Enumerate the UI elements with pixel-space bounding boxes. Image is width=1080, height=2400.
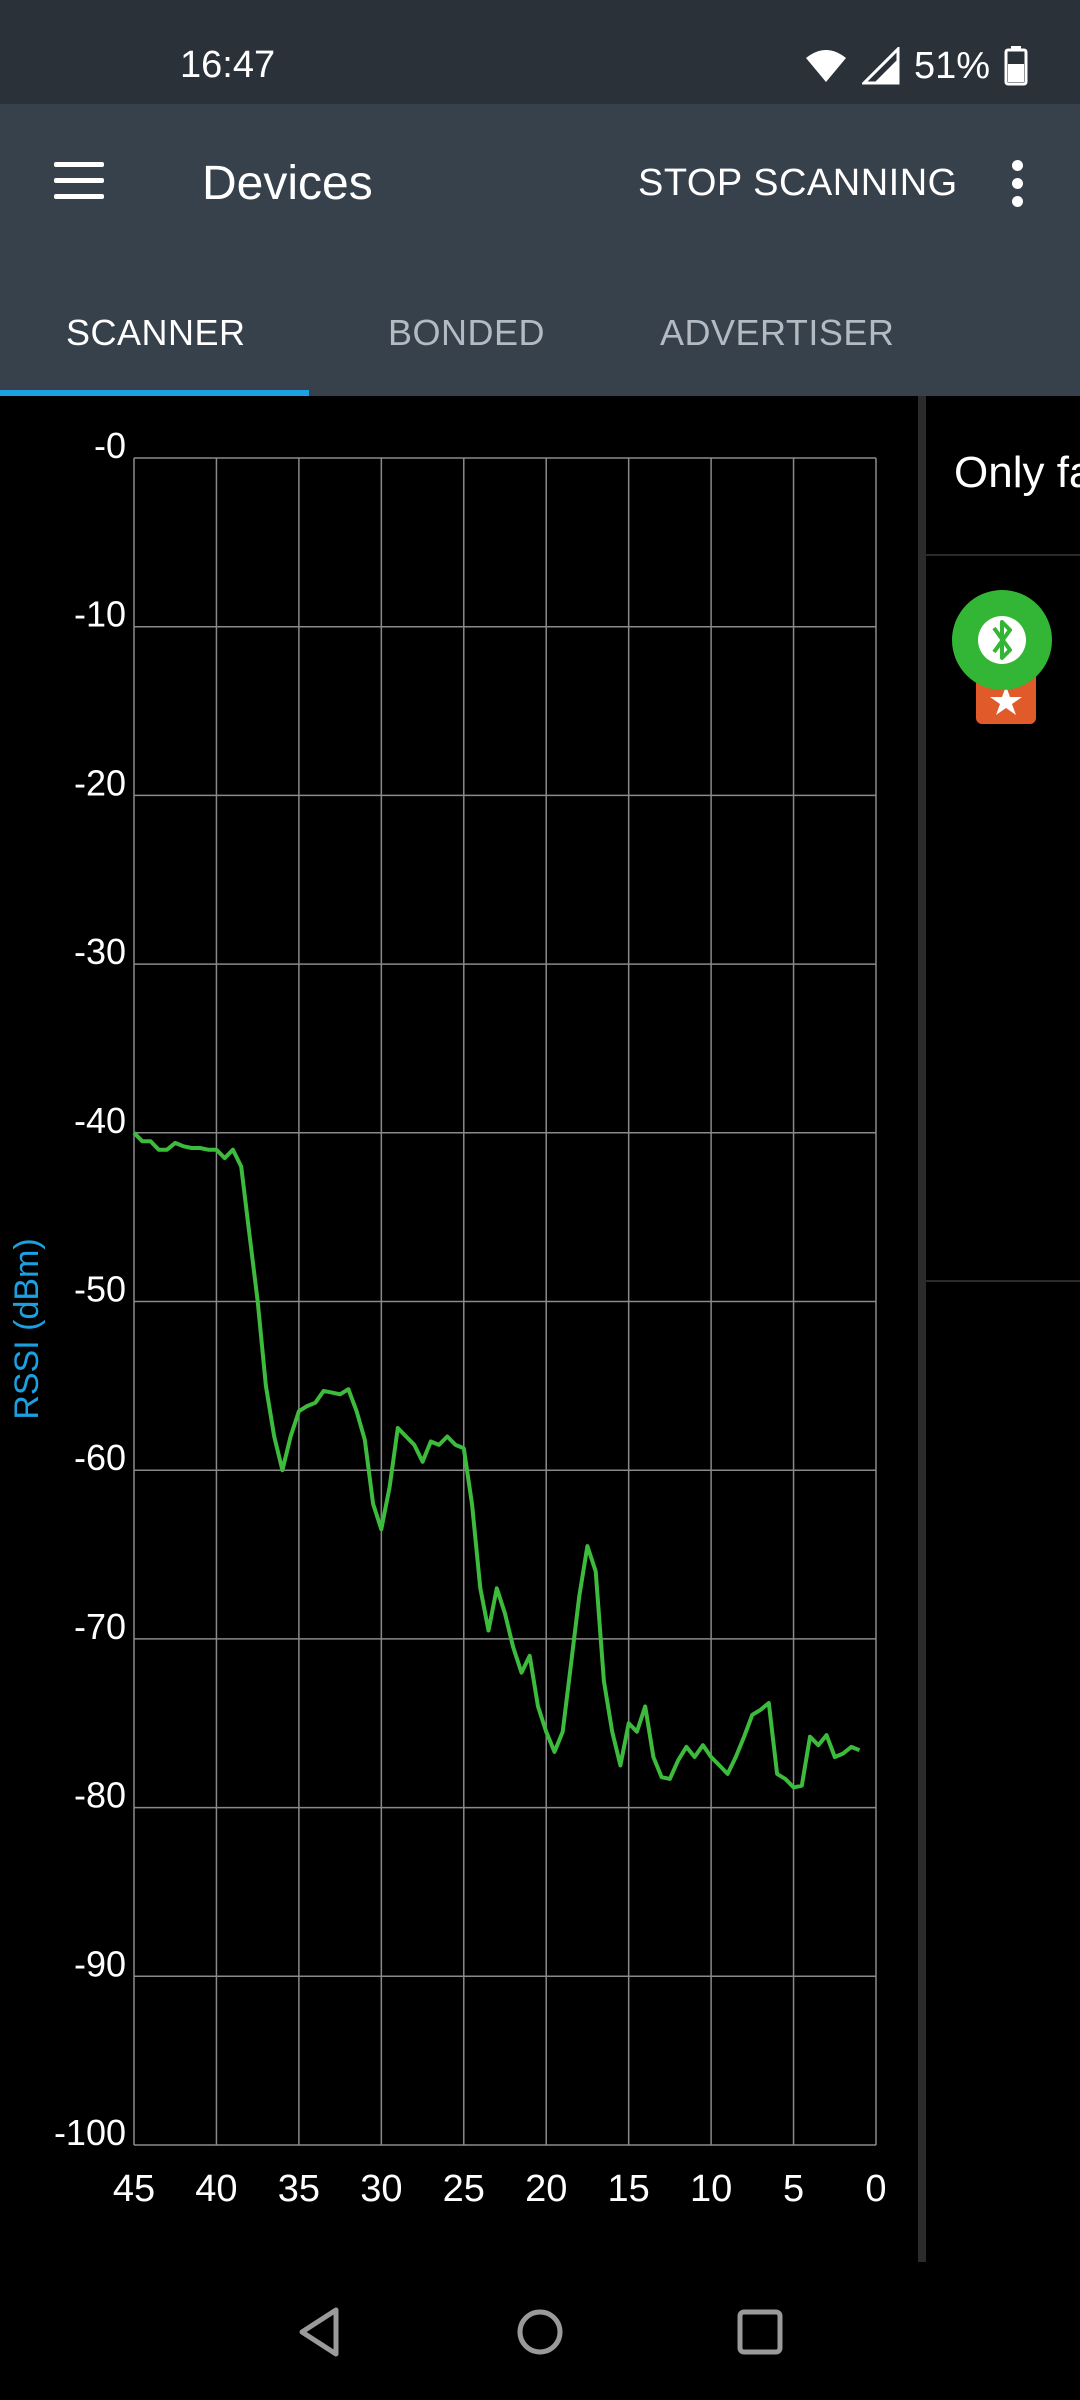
x-tick-label: 10 — [690, 2168, 732, 2210]
recents-icon[interactable] — [730, 2302, 790, 2362]
filter-label[interactable]: Only fa — [954, 448, 1080, 497]
status-time: 16:47 — [180, 44, 276, 86]
nav-bar — [0, 2262, 1080, 2400]
y-tick-label: -70 — [74, 1606, 126, 1647]
star-icon — [990, 686, 1022, 715]
battery-percent: 51% — [913, 44, 990, 87]
page-title: Devices — [202, 157, 373, 210]
signal-icon — [861, 47, 900, 85]
divider — [926, 1280, 1080, 1282]
x-tick-label: 0 — [865, 2168, 886, 2210]
tab-indicator — [0, 390, 309, 396]
y-tick-label: -40 — [74, 1100, 126, 1141]
x-tick-label: 5 — [783, 2168, 804, 2210]
y-tick-label: -10 — [74, 594, 126, 635]
x-tick-label: 30 — [360, 2168, 402, 2210]
y-tick-label: -30 — [74, 931, 126, 972]
back-icon[interactable] — [290, 2302, 350, 2362]
x-tick-label: 20 — [525, 2168, 567, 2210]
x-tick-label: 45 — [113, 2168, 155, 2210]
rssi-series-line — [132, 1131, 861, 1790]
stop-scanning-button[interactable]: STOP SCANNING — [638, 162, 958, 204]
divider — [926, 554, 1080, 556]
home-icon[interactable] — [510, 2302, 570, 2362]
x-tick-label: 35 — [278, 2168, 320, 2210]
more-vert-icon[interactable] — [1000, 156, 1036, 212]
y-tick-label: -0 — [94, 425, 126, 466]
device-item-icon[interactable] — [952, 590, 1052, 690]
rssi-chart: -0 -10 -20 -30 -40 -50 -60 -70 -80 -90 -100 45 40 35… — [8, 425, 887, 2210]
wifi-icon — [805, 50, 846, 82]
device-list-panel: Only fa — [926, 396, 1080, 2262]
app-bar: Devices STOP SCANNING — [0, 104, 1080, 262]
y-tick-label: -60 — [74, 1437, 126, 1478]
tab-bonded[interactable]: BONDED — [388, 312, 546, 353]
x-tick-label: 40 — [195, 2168, 237, 2210]
status-icons: 51% — [804, 44, 1028, 88]
tab-advertiser[interactable]: ADVERTISER — [660, 312, 895, 353]
y-tick-label: -100 — [54, 2112, 126, 2153]
y-tick-label: -90 — [74, 1943, 126, 1984]
bluetooth-icon — [978, 616, 1026, 664]
tab-scanner[interactable]: SCANNER — [66, 312, 246, 353]
x-tick-label: 15 — [608, 2168, 650, 2210]
menu-icon[interactable] — [46, 156, 110, 208]
y-axis-label: RSSI (dBm) — [8, 1238, 46, 1419]
y-tick-label: -50 — [74, 1269, 126, 1310]
status-bar: 16:47 51% — [0, 0, 1080, 104]
x-tick-label: 25 — [443, 2168, 485, 2210]
tab-bar: SCANNER BONDED ADVERTISER — [0, 262, 1080, 396]
y-tick-label: -80 — [74, 1775, 126, 1816]
battery-icon — [1004, 46, 1028, 86]
panel-divider[interactable] — [918, 396, 926, 2262]
y-tick-label: -20 — [74, 762, 126, 803]
rssi-chart-panel: -0 -10 -20 -30 -40 -50 -60 -70 -80 -90 -100 45 40 35… — [0, 396, 920, 2262]
